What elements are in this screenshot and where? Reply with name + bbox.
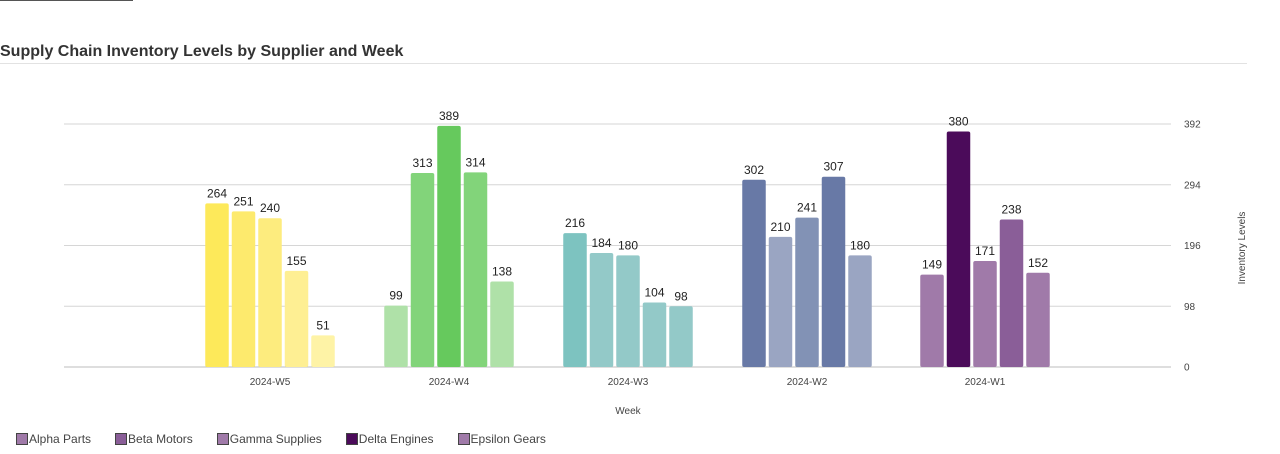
bar <box>821 176 846 367</box>
data-label: 302 <box>744 163 764 177</box>
bar <box>973 260 997 367</box>
legend-item[interactable]: Delta Engines <box>345 432 434 446</box>
bar <box>437 125 461 367</box>
bar <box>642 302 667 367</box>
data-label: 238 <box>1001 202 1021 216</box>
bar <box>231 211 256 367</box>
bar <box>742 179 766 367</box>
legend-label: Delta Engines <box>358 432 434 446</box>
data-label: 180 <box>850 238 870 252</box>
title-divider <box>0 63 1247 64</box>
x-tick-label: 2024-W4 <box>429 377 470 388</box>
legend-item[interactable]: Alpha Parts <box>16 432 91 446</box>
data-label: 155 <box>286 254 306 268</box>
bar <box>205 203 229 367</box>
legend-item[interactable]: Epsilon Gears <box>457 432 546 446</box>
data-label: 149 <box>922 258 942 272</box>
y-tick-label: 294 <box>1184 180 1201 191</box>
top-rule <box>0 0 133 1</box>
bar <box>848 255 872 367</box>
y-tick-label: 0 <box>1184 363 1190 374</box>
legend-swatch <box>345 433 358 445</box>
bar <box>563 233 587 367</box>
bar <box>258 218 282 367</box>
data-label: 264 <box>207 186 227 200</box>
data-label: 241 <box>797 201 817 215</box>
x-tick-label: 2024-W5 <box>250 377 291 388</box>
bar <box>920 274 944 367</box>
y-tick-label: 196 <box>1184 241 1201 252</box>
chart-title: Supply Chain Inventory Levels by Supplie… <box>0 43 404 60</box>
data-label: 216 <box>565 216 585 230</box>
x-tick-label: 2024-W1 <box>965 377 1006 388</box>
data-label: 380 <box>948 114 968 128</box>
data-label: 313 <box>412 156 432 170</box>
legend: Alpha Parts Beta Motors Gamma Supplies Delt… <box>16 430 570 448</box>
legend-item[interactable]: Gamma Supplies <box>216 432 322 446</box>
bar <box>589 252 614 367</box>
data-label: 184 <box>591 236 611 250</box>
bar <box>463 172 488 367</box>
y-tick-label: 98 <box>1184 302 1196 313</box>
data-label: 99 <box>389 289 403 303</box>
legend-label: Epsilon Gears <box>470 432 546 446</box>
y-tick-label: 392 <box>1184 120 1201 131</box>
legend-label: Alpha Parts <box>29 432 92 446</box>
bar <box>490 281 514 367</box>
bar <box>284 270 309 367</box>
legend-swatch <box>115 433 128 445</box>
bar <box>616 255 640 367</box>
legend-label: Beta Motors <box>128 432 193 446</box>
legend-label: Gamma Supplies <box>229 432 322 446</box>
data-label: 307 <box>823 160 843 174</box>
y-axis-title: Inventory Levels <box>1237 212 1248 285</box>
data-label: 314 <box>465 155 485 169</box>
bar <box>1026 272 1050 367</box>
bar <box>410 172 435 367</box>
data-label: 240 <box>260 201 280 215</box>
bar <box>999 219 1024 367</box>
bar <box>946 131 971 367</box>
data-label: 180 <box>618 238 638 252</box>
data-label: 210 <box>770 220 790 234</box>
data-label: 98 <box>674 289 688 303</box>
bar <box>669 306 693 367</box>
x-axis-title: Week <box>615 406 641 417</box>
legend-swatch <box>216 433 229 445</box>
legend-swatch <box>457 433 470 445</box>
bar <box>795 217 819 367</box>
data-label: 104 <box>644 286 664 300</box>
bar <box>311 335 335 367</box>
legend-item[interactable]: Beta Motors <box>115 432 193 446</box>
data-label: 171 <box>975 244 995 258</box>
data-label: 51 <box>316 318 330 332</box>
data-label: 389 <box>439 109 459 123</box>
data-label: 152 <box>1028 256 1048 270</box>
legend-swatch <box>16 433 28 445</box>
bar <box>768 236 793 367</box>
bar-chart: 0 98 196 294 392 Inventory Levels 264 251 240 155… <box>64 109 1248 417</box>
data-label: 138 <box>492 264 512 278</box>
data-label: 251 <box>233 194 253 208</box>
x-tick-label: 2024-W2 <box>787 377 828 388</box>
x-tick-label: 2024-W3 <box>608 377 649 388</box>
bar <box>384 305 408 367</box>
